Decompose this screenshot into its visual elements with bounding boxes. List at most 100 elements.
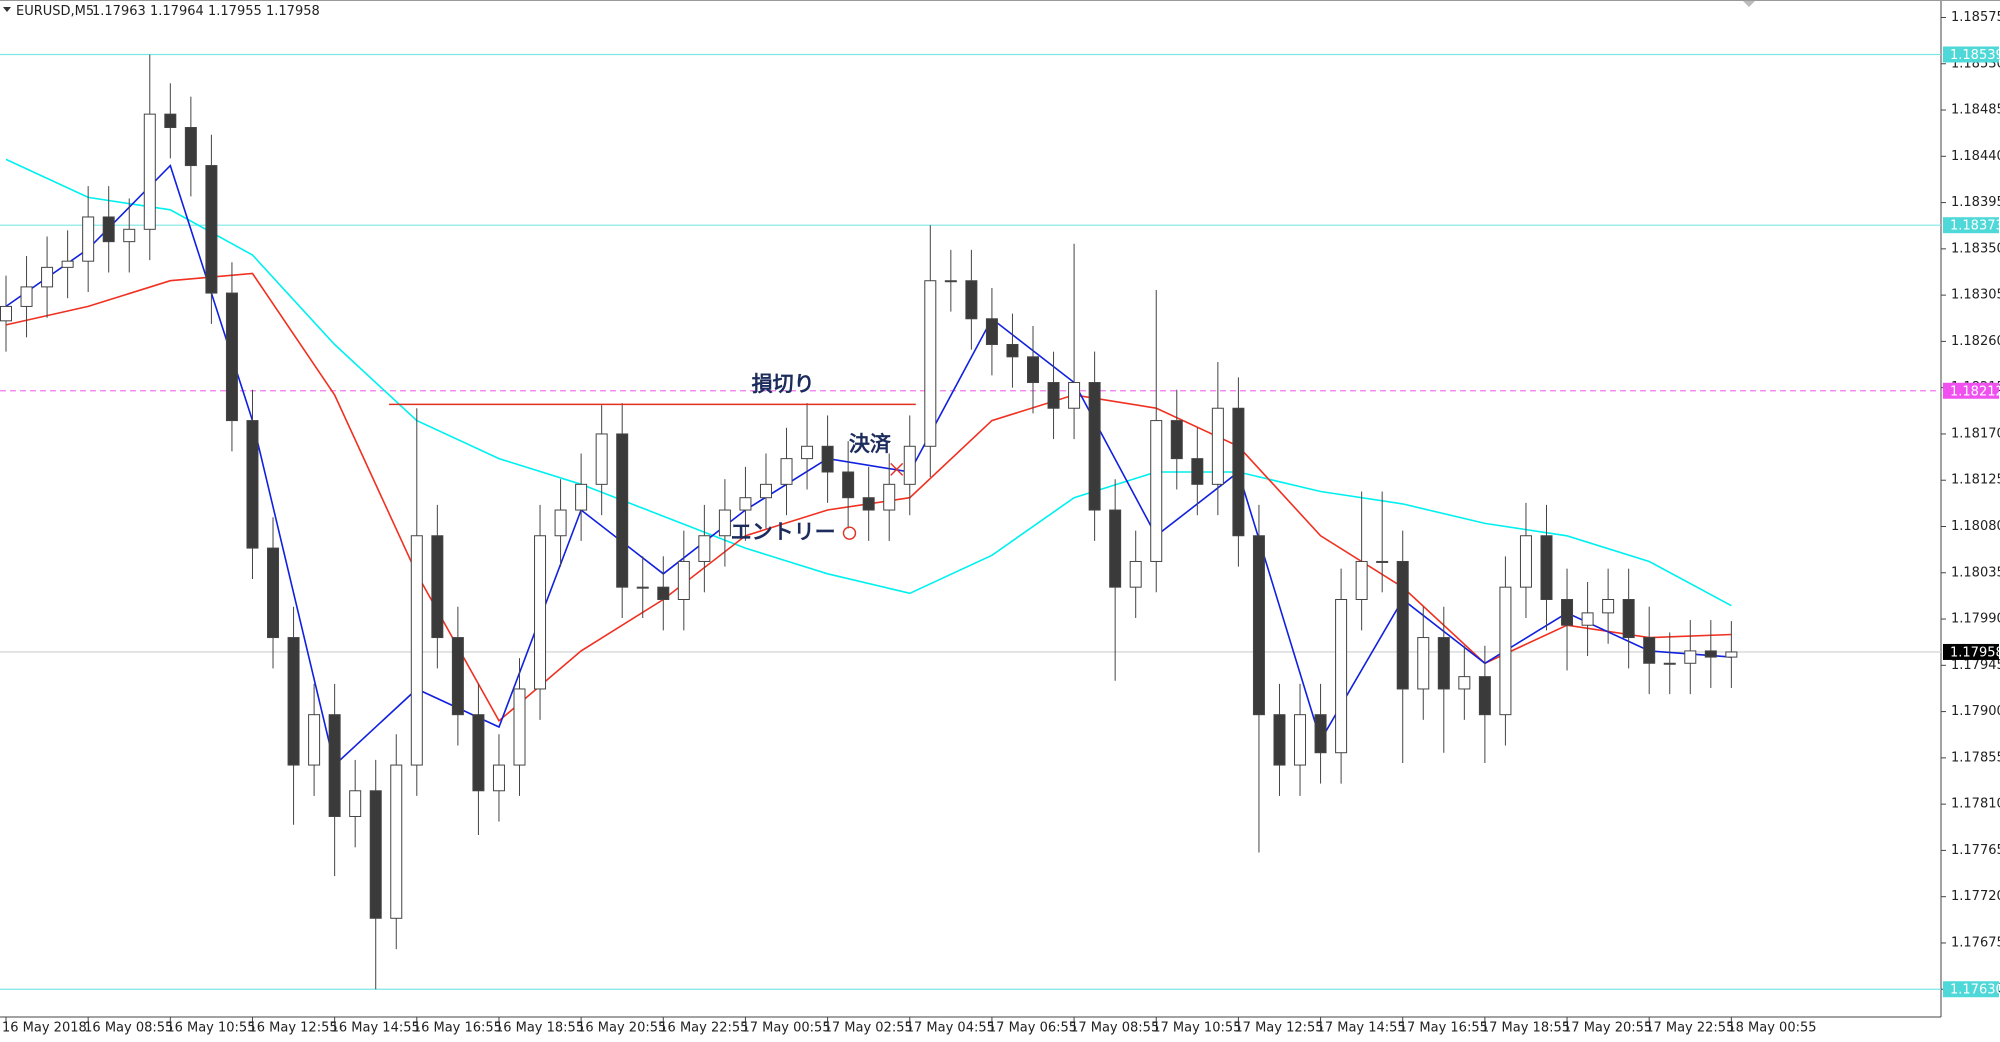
price-level-label: 1.18539 (1950, 48, 2000, 63)
x-tick-label: 16 May 18:55 (495, 1021, 584, 1036)
y-tick-label: 1.17945 (1951, 658, 2000, 673)
candle-body (1252, 535, 1265, 716)
candle-body (595, 433, 608, 485)
header-high: 1.17964 (150, 4, 204, 19)
y-tick-label: 1.17900 (1951, 704, 2000, 719)
candle-body (410, 535, 423, 766)
candle-body (1211, 407, 1224, 485)
candle-body (82, 216, 95, 262)
y-tick-label: 1.17675 (1951, 935, 2000, 950)
y-tick-label: 1.17855 (1951, 750, 2000, 765)
candle-body (143, 113, 156, 230)
candle-body (1191, 458, 1204, 485)
header-low: 1.17955 (208, 4, 262, 19)
y-tick-label: 1.17720 (1951, 889, 2000, 904)
exit-marker (890, 462, 904, 476)
x-tick-label: 16 May 16:55 (413, 1021, 502, 1036)
y-tick-label: 1.17990 (1951, 612, 2000, 627)
x-tick-label: 16 May 12:55 (248, 1021, 337, 1036)
candle-body (102, 216, 115, 243)
candle-body (862, 497, 875, 511)
candle-body (1170, 420, 1183, 460)
y-tick-label: 1.18125 (1951, 473, 2000, 488)
candle-body (1561, 599, 1574, 626)
price-level-label: 1.17630 (1950, 983, 2000, 998)
entry-marker (842, 526, 857, 540)
candle-body (1499, 586, 1512, 716)
candle-body (985, 318, 998, 345)
menu-triangle (3, 7, 11, 12)
y-tick-label: 1.18485 (1951, 103, 2000, 118)
y-tick-label: 1.18080 (1951, 519, 2000, 534)
candle-body (287, 637, 300, 766)
candle-body (883, 483, 896, 511)
candle-body (924, 280, 937, 447)
candle-body (1458, 676, 1471, 690)
price-level-tag (1943, 643, 1999, 660)
candle-body (246, 420, 259, 549)
y-tick-label: 1.18575 (1951, 10, 2000, 25)
candle-body (1355, 560, 1368, 601)
candle-body (369, 790, 382, 919)
candle-body (20, 286, 33, 307)
candle-body (903, 445, 916, 485)
candle-body (1519, 535, 1532, 588)
x-tick-label: 17 May 10:55 (1152, 1021, 1241, 1036)
price-level-tag (1943, 981, 1999, 998)
candle-body (1663, 662, 1676, 665)
symbol: EURUSD,M5 (16, 4, 94, 19)
y-tick-label: 1.18395 (1951, 195, 2000, 210)
candle-body (575, 483, 588, 511)
header: EURUSD,M5 1.17963 1.17964 1.17955 1.1795… (16, 4, 320, 19)
candle-body (636, 586, 649, 589)
candle-body (759, 483, 772, 499)
header-open: 1.17963 (92, 4, 146, 19)
y-tick-label: 1.18035 (1951, 565, 2000, 580)
candle-body (801, 445, 814, 460)
candle-body (1088, 382, 1101, 511)
candle-body (61, 260, 74, 268)
x-tick-label: 17 May 14:55 (1317, 1021, 1406, 1036)
candle-body (513, 688, 526, 766)
candle-body (1006, 343, 1019, 358)
moving-average (5, 164, 1732, 767)
candle-body (1150, 420, 1163, 562)
price-level-tag (1943, 46, 1999, 63)
candle-body (1294, 714, 1307, 766)
candle-body (657, 586, 670, 601)
x-tick-label: 18 May 00:55 (1727, 1021, 1816, 1036)
candle-body (944, 280, 957, 283)
price-level-label: 1.17958 (1950, 645, 2000, 660)
y-tick-label: 1.18350 (1951, 241, 2000, 256)
stop-loss-label: 損切り (752, 372, 815, 396)
candle-body (390, 764, 403, 919)
candle-body (1068, 382, 1081, 409)
candle-body (965, 280, 978, 320)
x-tick-label: 16 May 14:55 (331, 1021, 420, 1036)
candle-body (328, 714, 341, 817)
candle-body (739, 497, 752, 511)
candle-body (718, 509, 731, 537)
candle-body (1129, 560, 1142, 588)
candle-body (1540, 535, 1553, 601)
candle-body (451, 637, 464, 716)
x-tick-label: 17 May 20:55 (1563, 1021, 1652, 1036)
candle-body (554, 509, 567, 537)
x-tick-label: 17 May 18:55 (1481, 1021, 1570, 1036)
candle-body (1396, 560, 1409, 690)
x-tick-label: 17 May 12:55 (1234, 1021, 1323, 1036)
candle-body (1314, 714, 1327, 754)
candle-body (842, 471, 855, 499)
shift-marker (1742, 0, 1756, 7)
candle-body (698, 535, 711, 562)
candle-body (677, 560, 690, 601)
header-close: 1.17958 (266, 4, 320, 19)
candle-body (308, 714, 321, 766)
x-tick-label: 17 May 16:55 (1399, 1021, 1488, 1036)
y-tick-label: 1.17810 (1951, 797, 2000, 812)
candle-body (1602, 599, 1615, 614)
candle-body (1478, 676, 1491, 716)
candle-body (534, 535, 547, 690)
